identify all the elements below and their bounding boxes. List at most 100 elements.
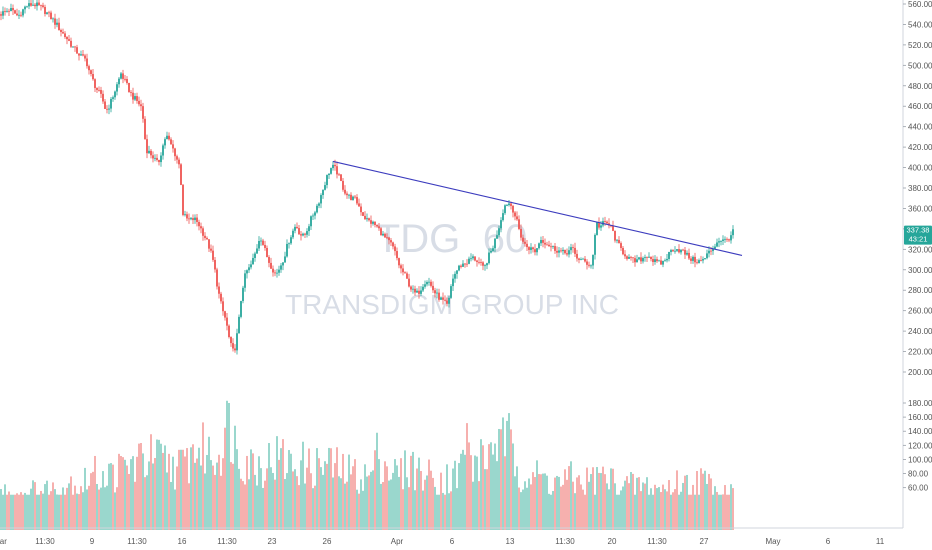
candle-body <box>568 250 570 255</box>
candle <box>674 246 676 254</box>
candle-body <box>524 241 526 244</box>
candle <box>246 269 248 279</box>
candle <box>408 273 410 288</box>
volume-bar <box>362 490 364 530</box>
volume-bar <box>250 449 252 530</box>
volume-bar <box>346 481 348 530</box>
candle <box>250 260 252 270</box>
candle <box>500 217 502 233</box>
volume-bar <box>726 494 728 530</box>
volume-bar <box>426 475 428 530</box>
candle-body <box>596 222 598 235</box>
candle <box>280 262 282 273</box>
candle <box>74 45 76 52</box>
candle <box>200 222 202 234</box>
y-tick-label: 220.00 <box>908 348 932 357</box>
volume-bar <box>158 439 160 530</box>
candle <box>384 232 386 238</box>
candle <box>426 280 428 287</box>
candle <box>716 238 718 248</box>
candle <box>650 256 652 262</box>
volume-bar <box>434 486 436 530</box>
candle-body <box>224 311 226 318</box>
volume-bar <box>292 471 294 530</box>
candle <box>296 222 298 229</box>
candle-body <box>668 252 670 259</box>
volume-bar <box>696 471 698 530</box>
candle-body <box>346 193 348 196</box>
volume-bar <box>590 474 592 530</box>
candle <box>6 8 8 13</box>
candle-body <box>732 229 734 236</box>
candle-body <box>332 164 334 169</box>
candle-body <box>594 234 596 255</box>
candle <box>634 255 636 267</box>
candle <box>442 292 444 305</box>
candle <box>524 238 526 247</box>
candle-body <box>728 239 730 241</box>
candle-body <box>280 265 282 270</box>
candle <box>214 256 216 273</box>
watermark: TDG 60 TRANSDIGM GROUP INC <box>285 217 619 320</box>
volume-bar <box>398 476 400 530</box>
candle-body <box>140 104 142 107</box>
volume-bar <box>642 482 644 530</box>
candle-body <box>344 189 346 194</box>
candle <box>554 242 556 254</box>
x-axis[interactable]: Mar 11:30 9 11:30 16 11:30 23 26 Apr 6 13 11:30 20 11… <box>0 527 903 546</box>
candle <box>490 248 492 254</box>
last-price-countdown: 43:21 <box>909 235 928 244</box>
volume-bar <box>186 448 188 530</box>
candle-body <box>378 226 380 229</box>
candle-body <box>110 98 112 109</box>
candle-body <box>44 6 46 14</box>
volume-bar <box>258 456 260 530</box>
volume-bar <box>572 481 574 530</box>
volume-bar <box>392 472 394 530</box>
candle-body <box>284 256 286 263</box>
candle <box>396 247 398 261</box>
candle-body <box>720 241 722 242</box>
candle-body <box>286 243 288 257</box>
volume-bar <box>486 469 488 530</box>
volume-bar <box>234 425 236 530</box>
candle-body <box>444 299 446 301</box>
candle-body <box>404 272 406 274</box>
y-axis[interactable]: 560.00 540.00 520.00 500.00 480.00 460.00 440.… <box>902 0 932 528</box>
candle <box>300 230 302 241</box>
candle-body <box>96 87 98 90</box>
candle-body <box>690 258 692 261</box>
volume-bar <box>416 468 418 530</box>
candle-body <box>632 257 634 259</box>
candle-body <box>14 10 16 14</box>
candle-body <box>270 262 272 269</box>
candle-body <box>150 150 152 156</box>
candle-body <box>380 228 382 236</box>
candle <box>26 5 28 8</box>
x-tick-label: 11:30 <box>35 537 55 546</box>
candle <box>22 8 24 18</box>
candle-body <box>12 8 14 11</box>
candle-body <box>374 221 376 225</box>
volume-bar <box>200 465 202 530</box>
trendline[interactable] <box>332 160 743 257</box>
candle <box>468 256 470 265</box>
volume-bar <box>22 494 24 530</box>
candle-body <box>718 241 720 243</box>
candle <box>412 285 414 294</box>
volume-bar <box>364 464 366 530</box>
volume-bar <box>730 484 732 530</box>
volume-bar <box>116 487 118 530</box>
volume-bar <box>686 474 688 530</box>
volume-bar <box>476 456 478 530</box>
candle-body <box>22 9 24 16</box>
candle <box>18 10 20 19</box>
candle-body <box>472 256 474 259</box>
volume-bar <box>82 492 84 530</box>
volume-bar <box>232 463 234 530</box>
candle <box>316 203 318 214</box>
candle-body <box>390 240 392 243</box>
volume-bar <box>122 457 124 530</box>
candle <box>330 167 332 175</box>
